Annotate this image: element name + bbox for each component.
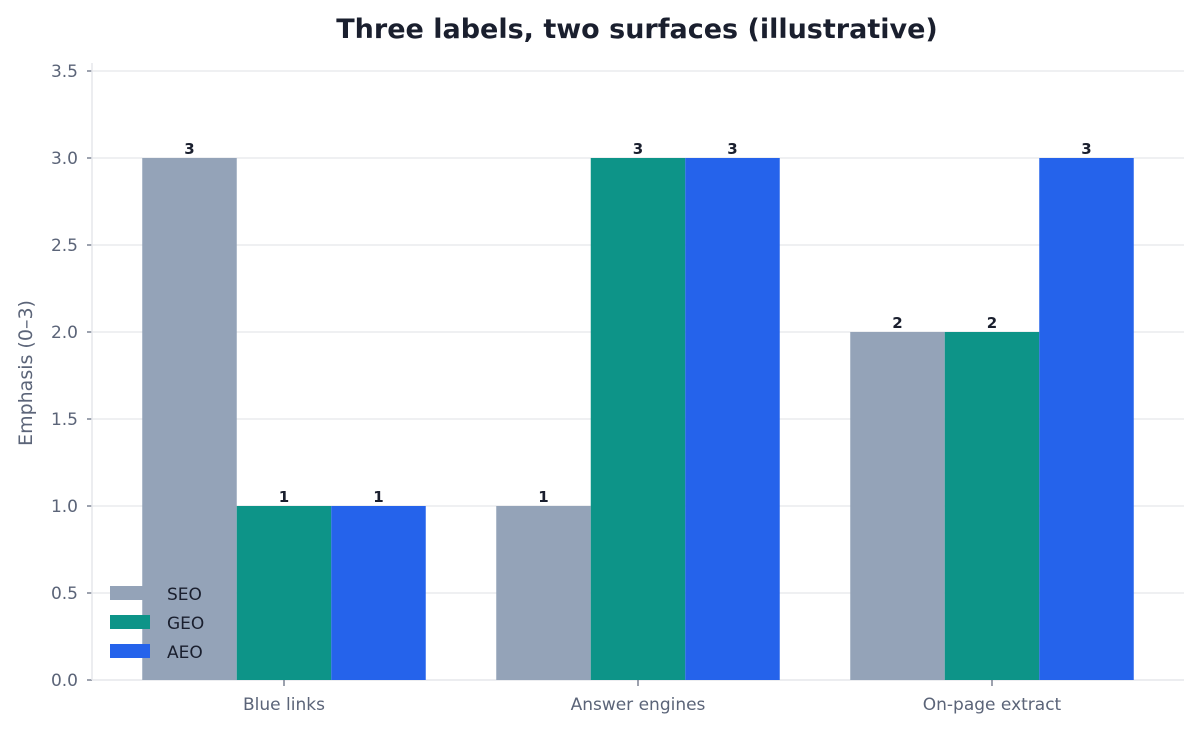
- legend-label-geo: GEO: [167, 614, 204, 634]
- y-tick-label: 1.5: [51, 410, 78, 430]
- legend-swatch-seo: [110, 586, 150, 600]
- data-label: 1: [538, 488, 548, 506]
- legend-label-seo: SEO: [167, 585, 202, 605]
- legend-label-aeo: AEO: [167, 643, 203, 663]
- y-tick-label: 2.5: [51, 236, 78, 256]
- y-tick-label: 3.0: [51, 149, 78, 169]
- bar-geo-blue-links: [236, 506, 332, 680]
- y-tick-label: 0.5: [51, 584, 78, 604]
- data-label: 2: [892, 314, 902, 332]
- data-label: 3: [184, 140, 194, 158]
- bar-aeo-on-page-extract: [1039, 158, 1134, 680]
- bar-aeo-answer-engines: [685, 158, 780, 680]
- bar-seo-on-page-extract: [850, 332, 945, 680]
- bar-aeo-blue-links: [331, 506, 426, 680]
- bar-geo-on-page-extract: [944, 332, 1040, 680]
- y-axis-label: Emphasis (0–3): [15, 300, 37, 446]
- data-labels: 3 1 1 1 3 3 2 2 3: [184, 140, 1091, 506]
- data-label: 2: [987, 314, 997, 332]
- y-tick-label: 1.0: [51, 497, 78, 517]
- bar-seo-answer-engines: [496, 506, 591, 680]
- data-label: 3: [727, 140, 737, 158]
- data-label: 3: [633, 140, 643, 158]
- legend-swatch-aeo: [110, 644, 150, 658]
- data-label: 3: [1081, 140, 1091, 158]
- legend: SEO GEO AEO: [110, 585, 204, 663]
- data-label: 1: [373, 488, 383, 506]
- y-tick-label: 2.0: [51, 323, 78, 343]
- y-tick-label: 0.0: [51, 671, 78, 691]
- chart-title: Three labels, two surfaces (illustrative…: [336, 14, 938, 45]
- bars: [142, 158, 1134, 680]
- x-tick-label: On-page extract: [923, 695, 1062, 715]
- y-tick-label: 3.5: [51, 62, 78, 82]
- data-label: 1: [279, 488, 289, 506]
- legend-swatch-geo: [110, 615, 150, 629]
- bar-seo-blue-links: [142, 158, 237, 680]
- bar-geo-answer-engines: [590, 158, 686, 680]
- x-tick-label: Blue links: [243, 695, 325, 715]
- x-tick-label: Answer engines: [571, 695, 706, 715]
